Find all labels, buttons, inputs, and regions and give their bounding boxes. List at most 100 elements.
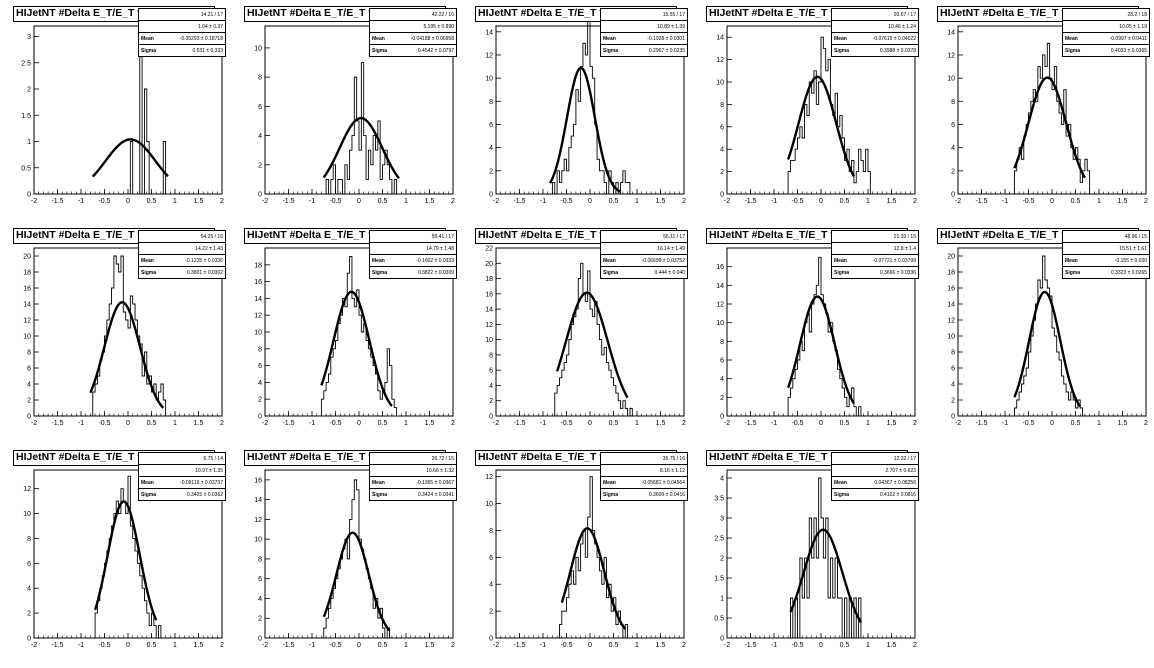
x-tick-label: 1.5 bbox=[194, 198, 204, 205]
chi2-ndf-value: 56.11 / 17 bbox=[663, 233, 685, 240]
x-tick: -1 bbox=[309, 633, 315, 649]
gaussian-fit-curve bbox=[548, 66, 622, 193]
x-tick-label: 1.5 bbox=[656, 198, 666, 205]
x-tick: 2 bbox=[682, 189, 686, 205]
fit-stats-box: 48.96 / 15 15.51 ± 1.61 Mean -0.155 ± 0.030… bbox=[1062, 230, 1150, 279]
y-tick-label: 1 bbox=[27, 139, 31, 146]
x-tick-label: -1 bbox=[1002, 420, 1008, 427]
y-tick-label: 22 bbox=[485, 246, 493, 253]
x-tick-label: 0.5 bbox=[378, 642, 388, 649]
y-tick: 14 bbox=[485, 307, 501, 314]
x-tick-label: 0.5 bbox=[609, 642, 619, 649]
y-tick: 0 bbox=[258, 636, 270, 643]
x-tick-label: -2 bbox=[493, 198, 499, 205]
x-tick: 2 bbox=[451, 411, 455, 427]
constant-row: 14.79 ± 1.48 bbox=[370, 242, 456, 254]
y-tick: 2 bbox=[720, 169, 732, 176]
y-tick: 1 bbox=[720, 596, 732, 603]
x-tick: -0.5 bbox=[1022, 411, 1035, 427]
x-tick: 0 bbox=[357, 411, 361, 427]
y-tick-label: 14 bbox=[485, 307, 493, 314]
fit-stats-box: 42.22 / 16 5.195 ± 0.890 Mean -0.04188 ± 0.… bbox=[369, 8, 457, 57]
y-tick-label: 6 bbox=[258, 363, 262, 370]
y-tick: 6 bbox=[489, 368, 501, 375]
x-tick: 1 bbox=[866, 189, 870, 205]
x-tick: 1.5 bbox=[425, 411, 434, 427]
y-tick: 2 bbox=[27, 398, 39, 405]
sigma-value: 0.3425 ± 0.0362 bbox=[186, 491, 223, 498]
x-tick: -1 bbox=[540, 411, 546, 427]
histogram-bars bbox=[1013, 255, 1085, 417]
y-tick-label: 12 bbox=[485, 52, 493, 59]
y-tick-label: 10 bbox=[716, 80, 724, 87]
x-tick-label: 1.5 bbox=[194, 642, 204, 649]
x-tick-label: 0 bbox=[819, 420, 823, 427]
constant-row: 12.8 ± 1.4 bbox=[832, 242, 918, 254]
constant-value: 10.66 ± 1.32 bbox=[426, 467, 454, 474]
x-tick-label: -2 bbox=[724, 642, 730, 649]
y-tick-label: 8 bbox=[258, 556, 262, 563]
y-tick: 2.5 bbox=[21, 60, 39, 67]
chi2-ndf-row: 21.33 / 15 bbox=[832, 231, 918, 242]
sigma-row: Sigma 0.3425 ± 0.0362 bbox=[139, 488, 225, 500]
x-tick-label: -2 bbox=[493, 420, 499, 427]
y-tick: 4 bbox=[489, 582, 501, 589]
histogram-plot: -2 -1.5 -1 -0.5 0 0.5 1 1.5 2 0 2 4 6 8 10 12 14 16 18 bbox=[254, 247, 455, 427]
x-tick-label: 1.5 bbox=[425, 198, 435, 205]
x-tick-label: -1 bbox=[78, 198, 84, 205]
y-tick-label: 0 bbox=[258, 414, 262, 421]
x-tick-label: -0.5 bbox=[98, 642, 110, 649]
constant-value: 8.16 ± 1.12 bbox=[660, 467, 685, 474]
sigma-row: Sigma 0.3801 ± 0.0302 bbox=[139, 266, 225, 278]
x-tick-label: -2 bbox=[31, 420, 37, 427]
x-tick: -2 bbox=[724, 411, 730, 427]
x-tick: -0.5 bbox=[98, 411, 111, 427]
y-tick: 16 bbox=[254, 279, 270, 286]
x-tick: 0.5 bbox=[147, 411, 156, 427]
x-tick-label: -2 bbox=[262, 642, 268, 649]
constant-value: 10.46 ± 1.24 bbox=[888, 23, 916, 30]
x-tick-label: 2 bbox=[682, 420, 686, 427]
mean-label: Mean bbox=[1065, 35, 1078, 42]
sigma-label: Sigma bbox=[1065, 47, 1081, 54]
histogram-bars bbox=[320, 255, 399, 417]
y-tick: 10 bbox=[947, 334, 963, 341]
y-tick-label: 4 bbox=[489, 145, 493, 152]
y-tick-label: 8 bbox=[951, 350, 955, 357]
x-tick-label: 1 bbox=[635, 642, 639, 649]
constant-row: 8.16 ± 1.12 bbox=[601, 464, 687, 476]
y-tick: 22 bbox=[485, 246, 501, 253]
constant-value: 10.05 ± 1.19 bbox=[1119, 23, 1147, 30]
x-tick-label: 0.5 bbox=[609, 198, 619, 205]
y-tick: 6 bbox=[951, 122, 963, 129]
x-tick: -1.5 bbox=[744, 189, 757, 205]
x-tick-label: 0.5 bbox=[1071, 198, 1081, 205]
mean-label: Mean bbox=[141, 257, 154, 264]
fit-stats-box: 15.55 / 17 10.89 ± 1.39 Mean -0.1928 ± 0.03… bbox=[600, 8, 688, 57]
histogram-plot: -2 -1.5 -1 -0.5 0 0.5 1 1.5 2 0 2 4 6 8 10 12 bbox=[485, 469, 686, 649]
x-tick: 2 bbox=[913, 189, 917, 205]
x-tick-label: -1 bbox=[309, 420, 315, 427]
y-tick-label: 0.5 bbox=[714, 616, 724, 623]
x-tick: 2 bbox=[913, 633, 917, 649]
y-tick: 2 bbox=[27, 611, 39, 618]
y-tick-label: 20 bbox=[947, 254, 955, 261]
y-tick: 14 bbox=[716, 35, 732, 42]
constant-value: 2.707 ± 0.623 bbox=[885, 467, 916, 474]
y-tick-label: 6 bbox=[489, 555, 493, 562]
mean-row: Mean -0.0997 ± 0.0411 bbox=[1063, 32, 1149, 44]
x-tick-label: 1 bbox=[404, 642, 408, 649]
x-tick: -2 bbox=[262, 633, 268, 649]
y-tick: 12 bbox=[23, 486, 39, 493]
x-tick: 2 bbox=[1144, 189, 1148, 205]
x-tick-label: 0 bbox=[357, 642, 361, 649]
chi2-ndf-row: 28.2 / 18 bbox=[1063, 9, 1149, 20]
y-tick-label: 2.5 bbox=[21, 60, 31, 67]
y-tick: 0 bbox=[27, 414, 39, 421]
x-tick-label: 0 bbox=[126, 420, 130, 427]
x-tick-label: 0.5 bbox=[378, 198, 388, 205]
x-tick-label: -0.5 bbox=[560, 420, 572, 427]
x-tick-label: -1.5 bbox=[744, 420, 756, 427]
fit-stats-box: 56.11 / 17 16.14 ± 1.49 Mean -0.06699 ± 0.0… bbox=[600, 230, 688, 279]
mean-value: -0.05681 ± 0.04564 bbox=[641, 479, 685, 486]
